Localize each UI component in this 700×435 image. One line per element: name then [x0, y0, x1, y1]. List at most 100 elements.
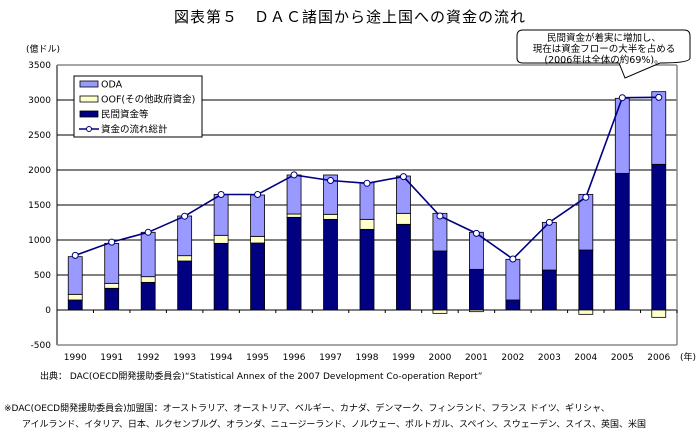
member-note-line-1: ※DAC(OECD開発援助委員会)加盟国：オーストラリア、オーストリア、ベルギー…: [4, 404, 610, 414]
x-tick-label: 1999: [392, 353, 415, 363]
x-tick-label: 1995: [246, 353, 269, 363]
bar-segment: [177, 255, 193, 262]
total-line-point: [582, 193, 590, 201]
total-line-point: [545, 218, 553, 226]
y-tick-label: 0: [45, 306, 51, 316]
bar-segment: [67, 299, 83, 311]
x-tick-label: 2005: [611, 353, 634, 363]
bar-segment: [250, 235, 265, 244]
bar-segment: [250, 242, 265, 311]
bar-segment: [104, 287, 120, 311]
total-line-point: [472, 229, 480, 237]
bar-segment: [140, 231, 156, 278]
total-line-point: [509, 255, 517, 263]
x-tick-label: 2003: [538, 353, 561, 363]
legend-label: ODA: [101, 80, 123, 91]
x-tick-label: 1998: [356, 353, 379, 363]
x-tick-label: 1990: [64, 353, 87, 363]
bar-segment: [578, 193, 594, 251]
bar-segment: [396, 223, 411, 311]
total-line-point: [436, 212, 444, 220]
y-tick-label: 1000: [28, 236, 51, 246]
total-line-point: [618, 94, 626, 102]
total-line-point: [363, 179, 371, 187]
legend-label: 民間資金等: [101, 109, 149, 121]
bar-segment: [505, 299, 521, 311]
x-tick-label: 2001: [465, 353, 488, 363]
bar-segment: [396, 212, 411, 225]
y-tick-label: -500: [31, 341, 52, 351]
x-tick-label: 2006: [647, 353, 670, 363]
bar-segment: [359, 182, 375, 220]
bar-segment: [323, 218, 338, 311]
bar-segment: [614, 172, 630, 311]
x-tick-label: 1992: [137, 353, 160, 363]
bar-segment: [67, 256, 83, 295]
bar-segment: [140, 276, 156, 283]
bar-segment: [541, 221, 557, 271]
y-axis-ticks: -500 0 500 1000 1500 2000 2500 3000 3500: [28, 61, 51, 351]
bar-segment: [213, 242, 229, 311]
total-line-point: [181, 212, 189, 220]
bar-segment: [432, 309, 448, 314]
callout-annotation: 民間資金が着実に増加し、現在は資金フローの大半を占める(2006年は全体の約69…: [516, 29, 691, 79]
bar-segment: [286, 216, 302, 311]
x-tick-label: 2002: [501, 353, 524, 363]
x-tick-label: 2000: [428, 353, 451, 363]
callout-text-line: 現在は資金フローの大半を占める: [533, 43, 676, 55]
total-line-point: [399, 173, 407, 181]
y-tick-label: 1500: [28, 201, 51, 211]
y-tick-label: 2000: [28, 166, 51, 176]
bar-segment: [286, 174, 302, 215]
total-line-point: [71, 251, 79, 259]
bars: [67, 91, 667, 318]
bar-segment: [469, 268, 484, 311]
x-tick-label: 1991: [100, 353, 123, 363]
x-tick-label: 1994: [210, 353, 233, 363]
callout-text-line: (2006年は全体の約69%)。: [544, 54, 663, 66]
x-tick-label: 1996: [283, 353, 306, 363]
bar-segment: [140, 281, 156, 311]
bar-segment: [651, 309, 667, 318]
y-tick-label: 3500: [28, 61, 51, 71]
member-note-line-2: アイルランド、イタリア、日本、ルクセンブルグ、オランダ、ニュージーランド、ノルウ…: [22, 420, 646, 430]
bar-segment: [432, 250, 448, 311]
x-tick-label: 1993: [173, 353, 196, 363]
bar-segment: [250, 194, 265, 237]
legend-swatch: [79, 80, 99, 88]
y-axis-unit-label: (億ドル): [26, 45, 61, 55]
bar-segment: [651, 91, 667, 165]
total-line-point: [108, 238, 116, 246]
bar-segment: [177, 215, 193, 257]
total-line-point: [144, 228, 152, 236]
bar-segment: [104, 242, 120, 284]
x-axis-ticks: 1990 1991 1992 1993 1994 1995 1996 1997 1998 1999…: [64, 351, 696, 363]
bar-segment: [578, 249, 594, 311]
bar-segment: [213, 234, 229, 244]
bar-segment: [213, 193, 229, 236]
x-tick-label: 1997: [319, 353, 342, 363]
total-line-point: [254, 191, 262, 198]
legend-label: OOF(その他政府資金): [101, 94, 195, 106]
bar-segment: [505, 258, 521, 301]
total-line: [71, 93, 663, 263]
callout-text-line: 民間資金が着実に増加し、: [547, 32, 661, 44]
total-line-point: [290, 171, 298, 179]
chart-title: 図表第５ ＤＡＣ諸国から途上国への資金の流れ: [173, 8, 526, 26]
member-note: ※DAC(OECD開発援助委員会)加盟国：オーストラリア、オーストリア、ベルギー…: [4, 401, 646, 433]
x-axis-unit-label: (年): [680, 351, 696, 363]
callout-bubble: [516, 29, 691, 79]
bar-segment: [177, 260, 193, 311]
y-tick-label: 2500: [28, 131, 51, 141]
total-line-point: [327, 177, 335, 184]
bar-segment: [67, 293, 83, 301]
x-tick-label: 2004: [574, 353, 597, 363]
source-note: 出典： DAC(OECD開発援助委員会)“Statistical Annex o…: [40, 372, 483, 382]
bar-segment: [469, 309, 484, 313]
legend-swatch: [79, 110, 99, 118]
legend-label: 資金の流れ総計: [101, 124, 168, 136]
bar-segment: [469, 231, 484, 270]
legend-swatch: [79, 95, 99, 103]
